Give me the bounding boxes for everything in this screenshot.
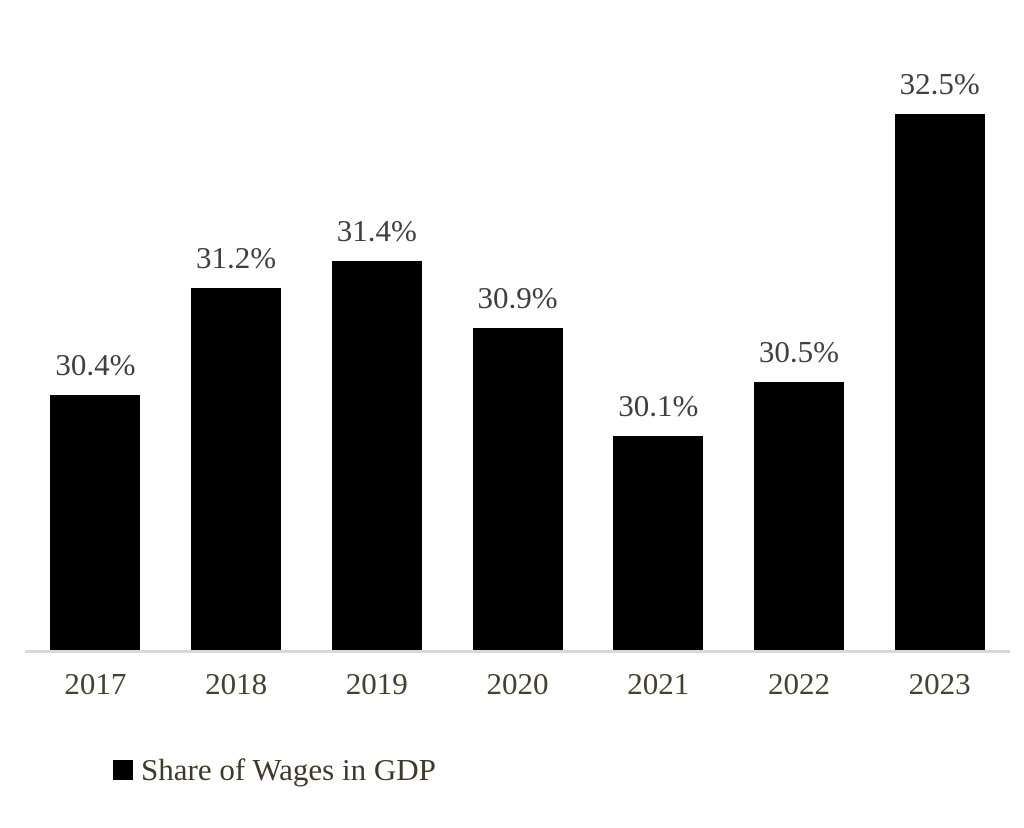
bar: [191, 288, 282, 650]
x-axis-line: [25, 650, 1010, 653]
legend-series-label: Share of Wages in GDP: [141, 752, 436, 787]
x-tick-label: 2018: [205, 666, 268, 701]
plot-area: 30.4% 31.2% 31.4% 30.9% 30.1% 30.5% 32.5%: [25, 20, 1010, 650]
bar-column-2019: 31.4%: [306, 20, 447, 650]
x-tick-label: 2017: [64, 666, 127, 701]
bar-value-label: 30.1%: [618, 387, 699, 423]
bar: [613, 436, 704, 650]
bar-column-2018: 31.2%: [166, 20, 307, 650]
bar-column-2020: 30.9%: [447, 20, 588, 650]
bar: [894, 114, 985, 650]
x-tick-label: 2019: [345, 666, 408, 701]
legend-square-marker-icon: [113, 760, 133, 780]
bar-column-2017: 30.4%: [25, 20, 166, 650]
bar: [50, 395, 141, 650]
bar: [472, 328, 563, 650]
bar-value-label: 30.5%: [758, 333, 839, 369]
x-tick-label: 2023: [908, 666, 971, 701]
bar: [753, 382, 844, 650]
bar-value-label: 31.2%: [196, 239, 277, 275]
bar-column-2022: 30.5%: [729, 20, 870, 650]
bar-value-label: 31.4%: [336, 212, 417, 248]
bar-column-2021: 30.1%: [588, 20, 729, 650]
bar-column-2023: 32.5%: [869, 20, 1010, 650]
bar: [331, 261, 422, 650]
bar-value-label: 32.5%: [899, 65, 980, 101]
x-tick-label: 2021: [627, 666, 690, 701]
bar-value-label: 30.4%: [55, 346, 136, 382]
x-axis-tick-labels: 2017 2018 2019 2020 2021 2022 2023: [25, 666, 1010, 702]
x-tick-label: 2022: [767, 666, 830, 701]
bar-value-label: 30.9%: [477, 279, 558, 315]
x-tick-label: 2020: [486, 666, 549, 701]
legend: Share of Wages in GDP: [113, 752, 436, 788]
